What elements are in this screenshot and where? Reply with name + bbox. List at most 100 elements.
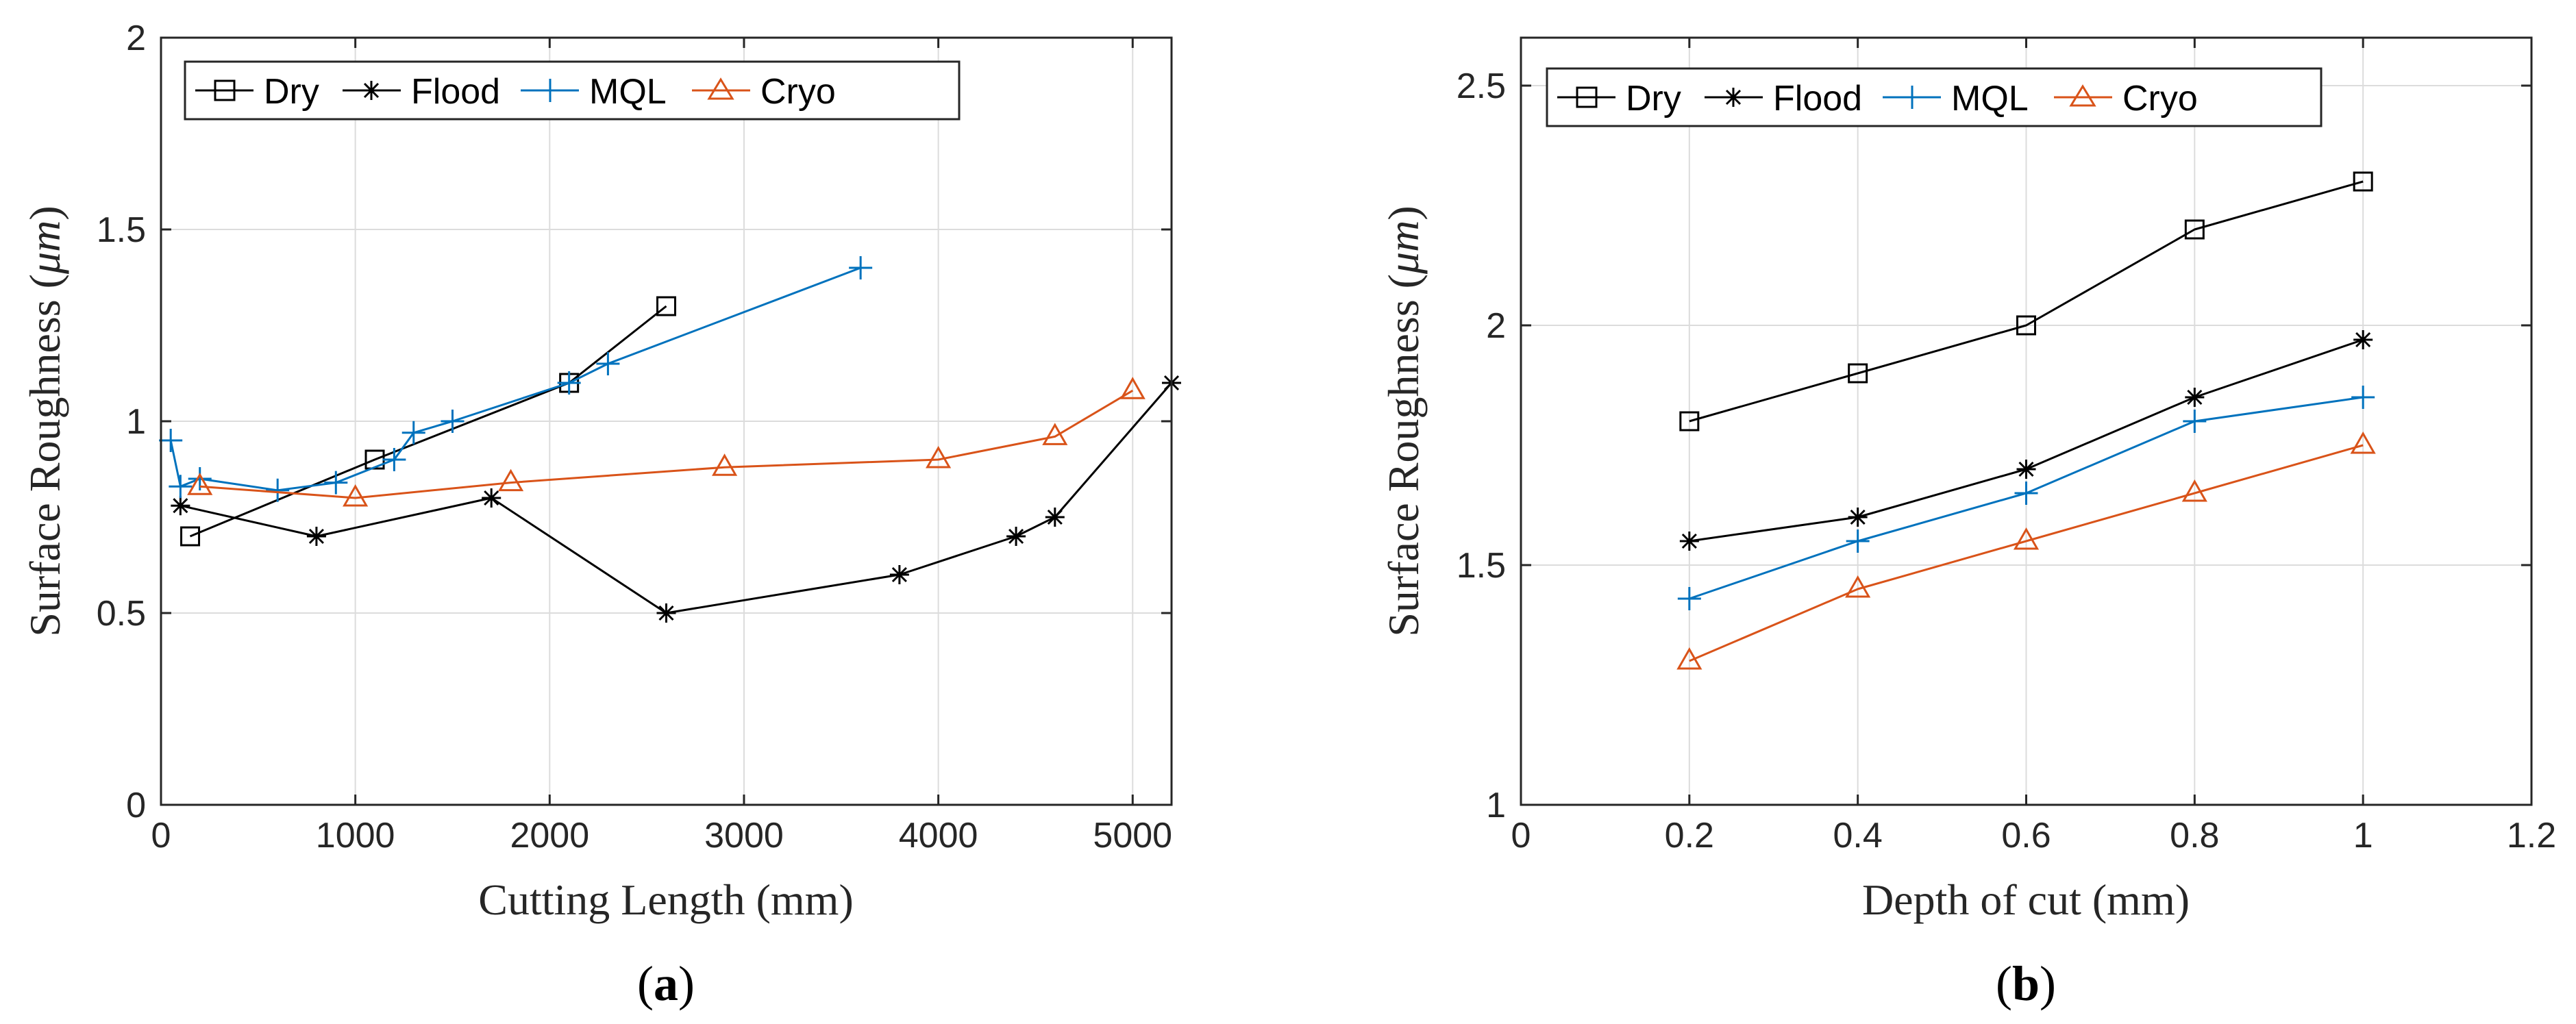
data-point-mql [596,352,620,375]
legend: Dry Flood MQL Cryo [184,60,961,121]
x-tick-label: 4000 [899,816,978,856]
series-line-cryo [1689,444,2364,662]
data-point-mql [382,448,406,471]
x-tick-label: 5000 [1093,816,1172,856]
legend-label-dry: Dry [1626,79,1681,118]
series-group [159,256,1181,623]
data-point-mql [1677,587,1701,610]
data-point-cryo [187,473,213,495]
x-tick-label: 0.4 [1833,816,1883,856]
legend-entry-dry: Dry [1557,79,1681,118]
data-point-cryo [1845,575,1871,598]
x-axis-label: Cutting Length (mm) [478,875,854,924]
data-point-mql [849,256,873,279]
data-point-cryo [497,469,524,492]
y-tick-label: 2 [1486,306,1506,346]
data-point-mql [2014,482,2038,505]
chart-panel-b: 0 0.2 0.4 0.6 0.8 1 1.2 1 1.5 2 2.5 Dry Flood [1379,36,2556,1011]
data-point-flood [656,603,676,623]
y-tick-label: 1.5 [97,210,146,250]
data-point-flood [2185,388,2205,407]
data-point-mql [159,429,183,452]
data-point-mql [2351,386,2375,409]
legend-entry-flood: Flood [1705,79,1862,118]
data-point-cryo [1119,377,1145,399]
data-point-cryo [926,445,952,469]
y-tick-label: 2 [126,18,146,58]
series-flood [1679,330,2373,551]
data-point-dry [180,526,201,547]
x-tick-label: 0 [151,816,171,856]
legend-label-cryo: Cryo [760,72,836,112]
series-line-dry [1689,180,2364,423]
y-tick-label: 1 [126,402,146,442]
legend: Dry Flood MQL Cryo [1546,67,2323,127]
tick-marks [1520,38,2533,806]
x-tick-label: 1.2 [2507,816,2556,856]
legend-entry-flood: Flood [343,72,500,112]
legend-box [184,60,961,121]
x-tick-label: 0 [1511,816,1531,856]
series-cryo [1676,431,2376,670]
data-point-dry [2016,315,2036,336]
x-tick-label: 3000 [704,816,784,856]
data-point-mql [557,371,581,395]
data-point-cryo [2350,431,2376,454]
data-point-flood [171,496,190,516]
data-point-flood [2016,460,2036,479]
legend-entry-cryo: Cryo [2054,79,2198,118]
data-point-dry [1679,411,1700,432]
chart-panel-a: 0 1000 2000 3000 4000 5000 0 0.5 1 1.5 2 Dry Flood [21,18,1181,1011]
data-point-mql [401,421,425,445]
legend-label-mql: MQL [1951,79,2029,118]
series-dry [1679,171,2373,432]
data-point-cryo [712,453,738,476]
data-point-mql [1846,529,1870,553]
data-point-flood [482,488,501,508]
y-axis-label: Surface Roughness (μm) [21,205,69,636]
panel-caption: (b) [1996,956,2056,1011]
data-point-mql [324,471,348,495]
y-axis-label: Surface Roughness (μm) [1379,205,1428,636]
data-point-cryo [2181,479,2207,502]
x-tick-label: 1 [2353,816,2373,856]
data-point-dry [2353,171,2373,192]
data-point-flood [1045,508,1065,527]
data-point-dry [656,296,676,316]
data-point-flood [1679,532,1699,551]
y-tick-label: 0 [126,786,146,825]
x-tick-label: 0.6 [2001,816,2051,856]
y-tick-label: 0.5 [97,594,146,634]
series-mql [1677,386,2375,610]
data-point-flood [1006,527,1026,546]
tick-labels: 0 0.2 0.4 0.6 0.8 1 1.2 1 1.5 2 2.5 [1457,66,2556,856]
data-point-dry [1848,363,1868,384]
data-point-cryo [1042,423,1068,445]
data-point-cryo [343,484,369,507]
legend-entry-cryo: Cryo [692,72,836,112]
data-point-mql [441,410,465,433]
x-axis-label: Depth of cut (mm) [1862,875,2190,924]
series-flood [171,373,1181,623]
legend-label-dry: Dry [264,72,319,112]
legend-entry-dry: Dry [195,72,319,112]
data-point-flood [1848,508,1868,527]
data-point-mql [169,475,193,499]
x-tick-label: 0.2 [1665,816,1714,856]
series-line-dry [189,305,667,538]
data-point-mql [266,478,290,502]
legend-label-flood: Flood [411,72,500,112]
series-group [1676,171,2376,670]
data-point-dry [2184,219,2205,240]
series-cryo [187,377,1145,507]
data-point-flood [306,527,326,546]
legend-label-flood: Flood [1773,79,1862,118]
y-tick-label: 2.5 [1457,66,1506,106]
legend-label-mql: MQL [589,72,667,112]
x-tick-label: 1000 [316,816,395,856]
legend-label-cryo: Cryo [2122,79,2198,118]
data-point-mql [2183,410,2207,433]
x-tick-label: 2000 [510,816,589,856]
tick-labels: 0 1000 2000 3000 4000 5000 0 0.5 1 1.5 2 [97,18,1172,856]
